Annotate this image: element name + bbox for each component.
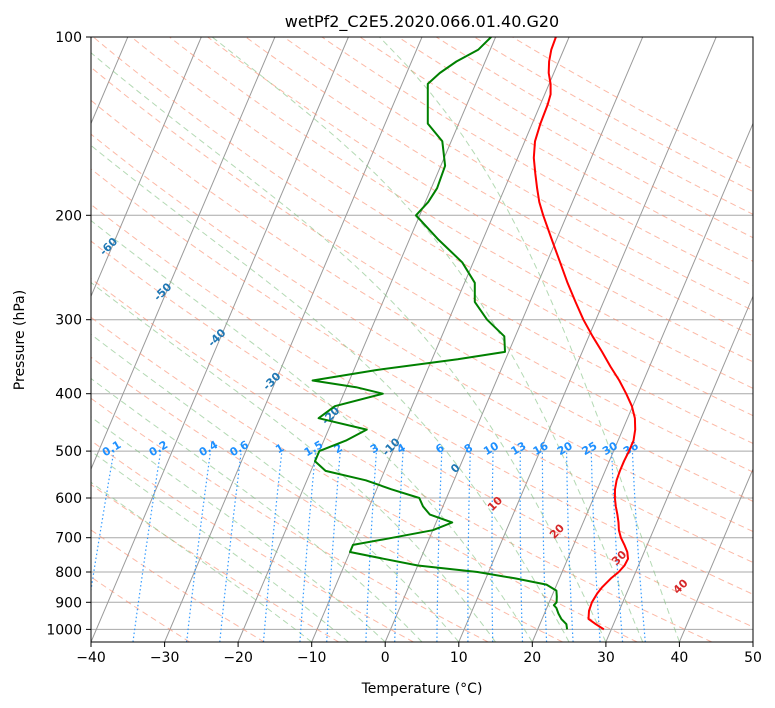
y-tick-label: 500 — [55, 444, 82, 460]
isotherm-line — [605, 294, 753, 642]
mixing-ratio-line — [186, 451, 212, 642]
dry-adiabat-line — [91, 133, 753, 533]
x-tick-label: −20 — [223, 650, 253, 666]
temperature-profile-line — [532, 37, 637, 631]
isotherm-line — [458, 37, 717, 642]
y-tick-label: 100 — [55, 30, 82, 46]
dry-adiabat-line — [91, 440, 414, 642]
dry-adiabat-line — [131, 37, 753, 417]
y-tick-label: 300 — [55, 313, 82, 329]
isotherm-line — [531, 122, 753, 642]
dry-adiabat-line — [397, 37, 753, 239]
y-tick-label: 400 — [55, 387, 82, 403]
x-tick-label: 50 — [744, 650, 762, 666]
isotherm-line — [237, 37, 497, 642]
y-tick-label: 200 — [55, 208, 82, 224]
y-tick-label: 1000 — [46, 622, 82, 638]
dry-adiabat-line — [91, 99, 753, 502]
moist-adiabat-line — [211, 37, 644, 642]
moist-adiabat-line — [91, 481, 313, 642]
moist-adiabat-line — [91, 219, 533, 642]
mixing-ratio-line — [219, 451, 242, 642]
dry-adiabat-line — [435, 37, 753, 215]
x-tick-label: 30 — [597, 650, 615, 666]
moist-adiabat-line — [91, 281, 496, 642]
x-tick-label: 10 — [450, 650, 468, 666]
x-tick-label: 40 — [670, 650, 688, 666]
moist-adiabat-line — [379, 37, 680, 642]
isotherm-line — [91, 37, 276, 471]
x-tick-label: −40 — [76, 650, 106, 666]
dry-adiabat-line — [91, 66, 753, 473]
plot-area: 0.10.20.40.611.52346810131620253036-100-… — [91, 37, 753, 642]
dry-adiabat-line — [92, 37, 753, 444]
isotherm-line — [91, 37, 349, 642]
dry-adiabat-line — [512, 37, 753, 170]
x-axis-label: Temperature (°C) — [361, 681, 483, 697]
dry-adiabat-line — [169, 37, 753, 389]
moist-adiabat-line — [91, 144, 570, 642]
y-tick-label: 900 — [55, 595, 82, 611]
y-tick-label: 600 — [55, 491, 82, 507]
chart-title: wetPf2_C2E5.2020.066.01.40.G20 — [285, 12, 559, 32]
dewpoint-profile-line — [311, 37, 569, 630]
dry-adiabat-line — [474, 37, 753, 193]
isotherm-line — [164, 37, 423, 642]
isotherm-line — [678, 467, 753, 642]
moist-adiabat-line — [91, 333, 460, 642]
y-axis-label: Pressure (hPa) — [12, 290, 28, 390]
isotherm-line — [91, 37, 202, 298]
mixing-ratio-line — [91, 450, 115, 594]
axes: −40 −30 −20 −10 0 10 20 30 40 50 100 200 300 400 500 60… — [46, 30, 762, 666]
dry-adiabat-line — [91, 203, 753, 595]
plot-frame — [90, 36, 754, 643]
x-tick-label: 0 — [381, 650, 390, 666]
dry-adiabat-line — [91, 240, 753, 628]
dry-adiabat-line — [91, 316, 638, 642]
moist-adiabat-line — [91, 416, 386, 642]
y-tick-label: 800 — [55, 565, 82, 581]
y-tick-label: 700 — [55, 531, 82, 547]
mixing-ratio-line — [132, 451, 162, 642]
x-tick-label: −30 — [150, 650, 180, 666]
dry-adiabat-line — [91, 168, 753, 563]
x-tick-label: −10 — [297, 650, 327, 666]
x-tick-label: 20 — [523, 650, 541, 666]
moist-adiabat-line — [91, 52, 607, 642]
isotherm-line — [384, 37, 644, 642]
